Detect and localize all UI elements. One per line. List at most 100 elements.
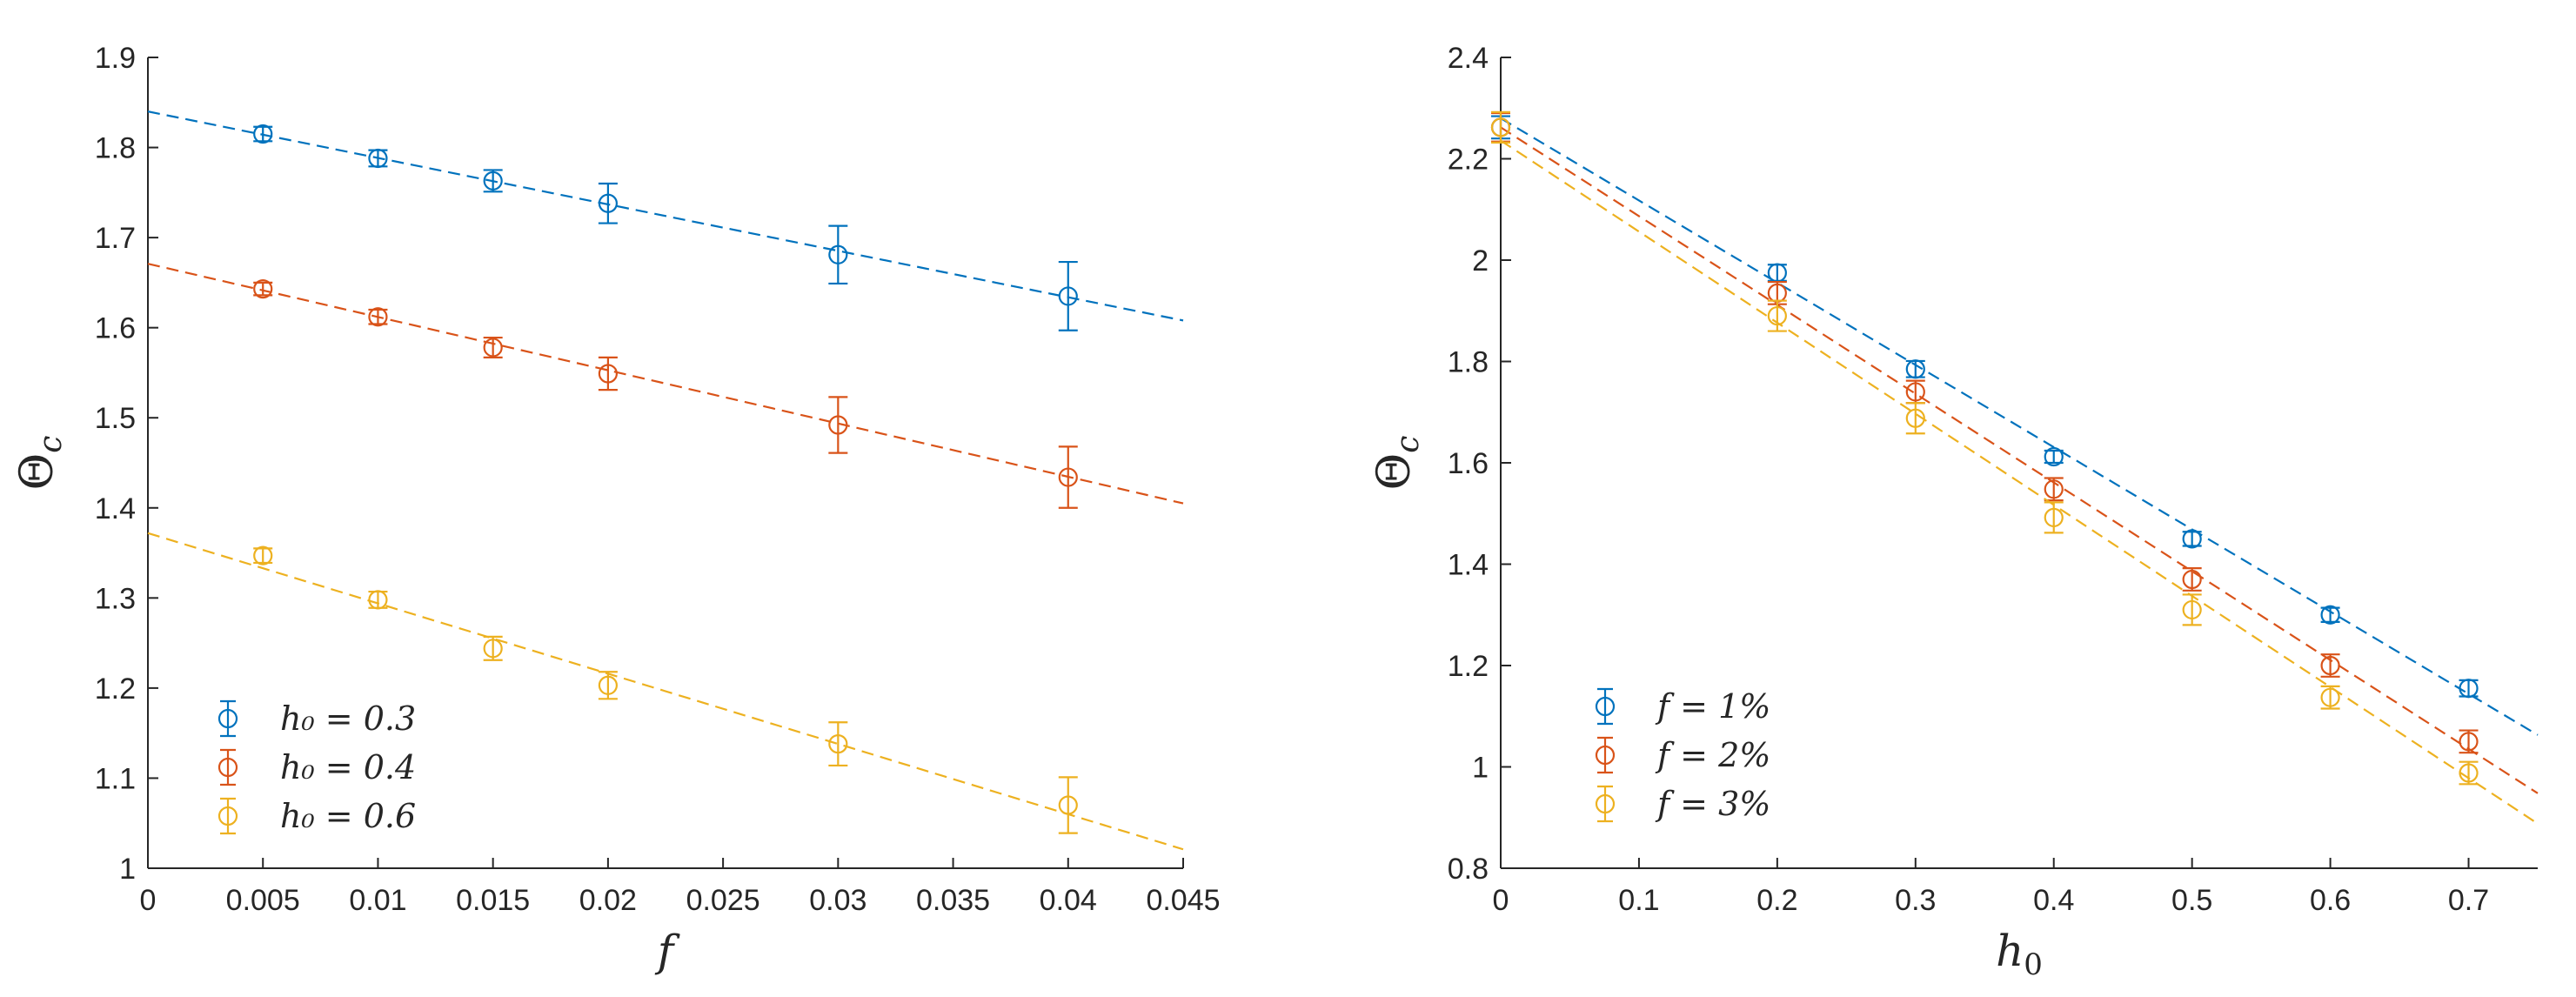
x-tick-label: 0.1 [1618,884,1659,917]
x-axis-label-main: h [1996,926,2024,976]
data-point [1905,408,1925,428]
data-point [253,279,273,299]
legend-label: f = 1% [1655,687,1770,726]
y-tick-label: 1.4 [95,492,136,525]
left-plot-panel: 0 0.005 0.01 0.015 0.02 0.025 0.03 0.035 0.04 0.0… [11,42,1221,976]
data-point [483,171,503,191]
series-2 [147,263,1184,509]
data-point [253,124,273,144]
y-tick-label: 1.2 [1448,650,1489,683]
legend-marker-circle [217,708,238,729]
x-tick-label: 0 [140,884,157,917]
x-axis-label: f [654,926,680,976]
y-tick-label: 2 [1472,244,1489,278]
legend-label: h₀ = 0.4 [280,748,416,786]
data-point [2320,687,2340,707]
data-point [1058,795,1078,815]
data-point [2320,605,2340,625]
legend-label: f = 2% [1655,736,1770,774]
data-point [828,415,848,435]
right-plot-panel: 0 0.1 0.2 0.3 0.4 0.5 0.6 0.7 0.8 1 1.2 1.4 1.6 1.8 2 2… [1368,42,2539,982]
data-point [2182,529,2202,549]
series-1 [147,110,1184,331]
data-point [1905,382,1925,402]
y-tick-label: 0.8 [1448,853,1489,886]
fit-line [1500,117,2539,736]
y-tick-label: 1.7 [95,222,136,255]
data-point [253,545,273,565]
data-point [1905,359,1925,379]
data-point [2044,479,2064,499]
y-axis-label: Θc [1368,436,1426,491]
x-tick-label: 0.015 [456,884,530,917]
series-3 [147,532,1184,851]
legend-marker-circle [1595,696,1616,717]
data-point [368,148,388,169]
data-point [598,364,618,384]
data-point [2182,599,2202,620]
x-tick-label: 0.3 [1895,884,1936,917]
legend-marker-circle [217,806,238,826]
data-point [2044,446,2064,467]
y-tick-label: 1 [119,853,136,886]
x-tick-label: 0.025 [686,884,760,917]
x-axis-label: h0 [1996,926,2043,982]
x-tick-label: 0.03 [809,884,866,917]
fit-line [147,263,1184,505]
data-point [2459,763,2479,783]
data-point [1058,286,1078,306]
fit-line [1500,126,2539,794]
x-tick-label: 0.6 [2310,884,2351,917]
y-tick-label: 1.8 [1448,346,1489,379]
data-point [828,733,848,754]
x-tick-label: 0.02 [579,884,637,917]
series-1 [1490,115,2539,736]
y-tick-label: 2.4 [1448,42,1489,75]
series-3 [1490,110,2539,825]
fit-line [1500,139,2539,825]
x-tick-label: 0.035 [916,884,990,917]
data-point [368,307,388,327]
x-tick-label: 0.005 [226,884,300,917]
data-point [598,675,618,695]
series-2 [1490,111,2539,794]
y-tick-label: 1.5 [95,402,136,435]
x-tick-label: 0.5 [2171,884,2212,917]
data-point [368,590,388,610]
y-axis-label-subscript: c [33,436,69,453]
data-point [1767,305,1787,326]
legend-label: h₀ = 0.6 [280,797,416,835]
y-axis-label-main: Θ [11,453,64,491]
y-tick-label: 1.2 [95,672,136,706]
data-point [2320,655,2340,676]
y-tick-label: 1.3 [95,582,136,615]
data-point [483,639,503,659]
legend-label: h₀ = 0.3 [280,699,416,738]
x-tick-label: 0.4 [2033,884,2074,917]
data-point [2182,569,2202,590]
data-point [598,193,618,213]
x-axis-label-subscript: 0 [2024,947,2043,982]
y-tick-label: 1 [1472,752,1489,785]
x-tick-label: 0 [1493,884,1509,917]
x-tick-label: 0.2 [1756,884,1797,917]
legend-marker-circle [217,757,238,778]
data-point [1490,117,1511,137]
legend-marker-circle [1595,793,1616,814]
fit-line [147,532,1184,851]
data-point [2459,679,2479,699]
data-point [1058,467,1078,487]
y-tick-label: 1.1 [95,762,136,795]
y-tick-label: 1.6 [1448,447,1489,480]
y-axis-label-main: Θ [1368,453,1421,491]
data-point [483,338,503,358]
x-tick-label: 0.7 [2448,884,2489,917]
data-point [2459,732,2479,752]
x-tick-label: 0.045 [1146,884,1220,917]
x-tick-label: 0.04 [1040,884,1097,917]
data-point [2044,507,2064,528]
legend-marker-circle [1595,745,1616,766]
y-tick-label: 2.2 [1448,144,1489,177]
x-axis-label-main: f [654,926,680,976]
